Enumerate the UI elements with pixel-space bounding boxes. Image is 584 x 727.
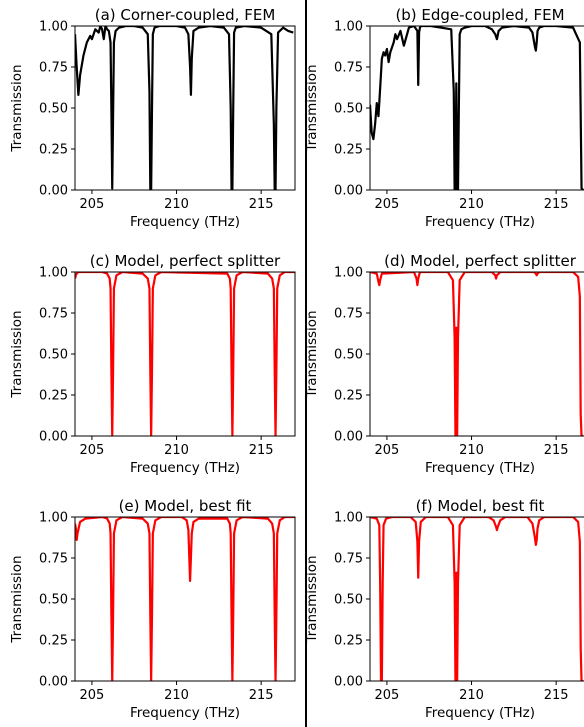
y-tick-label: 0.75 bbox=[334, 61, 363, 76]
y-tick-label: 0.50 bbox=[334, 348, 363, 363]
y-tick-label: 0.75 bbox=[334, 552, 363, 567]
y-tick-label: 0.00 bbox=[39, 430, 68, 445]
y-tick-label: 0.50 bbox=[39, 102, 68, 117]
x-tick-label: 205 bbox=[80, 197, 105, 212]
x-tick-label: 205 bbox=[375, 197, 400, 212]
x-tick-label: 210 bbox=[459, 443, 484, 458]
panel-title: (d) Model, perfect splitter bbox=[384, 252, 577, 270]
y-tick-label: 0.25 bbox=[334, 389, 363, 404]
y-axis-label: Transmission bbox=[304, 64, 320, 152]
y-axis-label: Transmission bbox=[9, 64, 25, 152]
x-axis-label: Frequency (THz) bbox=[425, 705, 535, 721]
x-tick-label: 210 bbox=[164, 197, 189, 212]
x-tick-label: 215 bbox=[544, 197, 569, 212]
y-tick-label: 1.00 bbox=[334, 511, 363, 526]
x-tick-label: 210 bbox=[459, 197, 484, 212]
x-tick-label: 205 bbox=[375, 443, 400, 458]
y-tick-label: 0.00 bbox=[39, 675, 68, 690]
x-tick-label: 205 bbox=[375, 688, 400, 703]
y-tick-label: 1.00 bbox=[334, 266, 363, 281]
x-axis-label: Frequency (THz) bbox=[130, 214, 240, 230]
panel-a: 0.00 0.25 0.50 0.75 1.00 205 210 215 (a) Corner-… bbox=[9, 6, 296, 230]
y-axis-label: Transmission bbox=[304, 310, 320, 398]
y-tick-label: 0.00 bbox=[334, 430, 363, 445]
panel-title: (a) Corner-coupled, FEM bbox=[95, 6, 276, 24]
axes-frame bbox=[74, 271, 296, 437]
x-tick-label: 205 bbox=[80, 443, 105, 458]
y-tick-label: 0.25 bbox=[39, 634, 68, 649]
y-axis-label: Transmission bbox=[9, 555, 25, 643]
series-line-c-0 bbox=[75, 272, 295, 436]
y-tick-label: 0.00 bbox=[334, 675, 363, 690]
x-tick-label: 215 bbox=[544, 443, 569, 458]
y-tick-label: 0.75 bbox=[39, 61, 68, 76]
y-tick-label: 0.25 bbox=[39, 143, 68, 158]
x-axis-label: Frequency (THz) bbox=[425, 214, 535, 230]
y-tick-label: 0.25 bbox=[334, 143, 363, 158]
y-tick-label: 0.50 bbox=[334, 102, 363, 117]
x-axis-label: Frequency (THz) bbox=[130, 705, 240, 721]
x-tick-label: 215 bbox=[249, 443, 274, 458]
panel-title: (e) Model, best fit bbox=[119, 497, 252, 515]
x-tick-label: 205 bbox=[80, 688, 105, 703]
panel-e: 0.00 0.25 0.50 0.75 1.00 205 210 215 (e) Model, … bbox=[9, 497, 296, 721]
axes-frame bbox=[369, 516, 584, 682]
series-line-f-0 bbox=[370, 517, 584, 681]
panel-title: (b) Edge-coupled, FEM bbox=[395, 6, 564, 24]
panel-title: (f) Model, best fit bbox=[416, 497, 545, 515]
y-tick-label: 1.00 bbox=[39, 20, 68, 35]
panel-b: 0.00 0.25 0.50 0.75 1.00 205 210 215 (b) Edge-co… bbox=[304, 6, 584, 230]
y-axis-label: Transmission bbox=[304, 555, 320, 643]
series-line-e-0 bbox=[75, 517, 295, 681]
y-tick-label: 1.00 bbox=[334, 20, 363, 35]
x-tick-label: 215 bbox=[249, 197, 274, 212]
x-tick-label: 210 bbox=[164, 688, 189, 703]
y-tick-label: 0.75 bbox=[39, 307, 68, 322]
x-axis-label: Frequency (THz) bbox=[425, 460, 535, 476]
x-tick-label: 215 bbox=[249, 688, 274, 703]
x-tick-label: 210 bbox=[164, 443, 189, 458]
y-tick-label: 0.25 bbox=[334, 634, 363, 649]
y-tick-label: 0.50 bbox=[334, 593, 363, 608]
panel-f: 0.00 0.25 0.50 0.75 1.00 205 210 215 (f) Model, … bbox=[304, 497, 584, 721]
panel-c: 0.00 0.25 0.50 0.75 1.00 205 210 215 (c) Model, … bbox=[9, 252, 296, 476]
axes-frame bbox=[369, 271, 584, 437]
y-tick-label: 0.75 bbox=[39, 552, 68, 567]
y-tick-label: 0.25 bbox=[39, 389, 68, 404]
y-tick-label: 0.00 bbox=[334, 184, 363, 199]
axes-frame bbox=[74, 516, 296, 682]
panel-d: 0.00 0.25 0.50 0.75 1.00 205 210 215 (d) Model, … bbox=[304, 252, 584, 476]
series-line-d-0 bbox=[370, 272, 584, 436]
y-tick-label: 1.00 bbox=[39, 511, 68, 526]
panel-title: (c) Model, perfect splitter bbox=[90, 252, 281, 270]
y-tick-label: 1.00 bbox=[39, 266, 68, 281]
axes-frame bbox=[74, 25, 296, 191]
x-axis-label: Frequency (THz) bbox=[130, 460, 240, 476]
y-tick-label: 0.50 bbox=[39, 348, 68, 363]
series-line-b-0 bbox=[370, 26, 584, 190]
axes-frame bbox=[369, 25, 584, 191]
series-line-a-0 bbox=[75, 26, 294, 190]
y-tick-label: 0.00 bbox=[39, 184, 68, 199]
x-tick-label: 210 bbox=[459, 688, 484, 703]
y-axis-label: Transmission bbox=[9, 310, 25, 398]
y-tick-label: 0.50 bbox=[39, 593, 68, 608]
x-tick-label: 215 bbox=[544, 688, 569, 703]
y-tick-label: 0.75 bbox=[334, 307, 363, 322]
